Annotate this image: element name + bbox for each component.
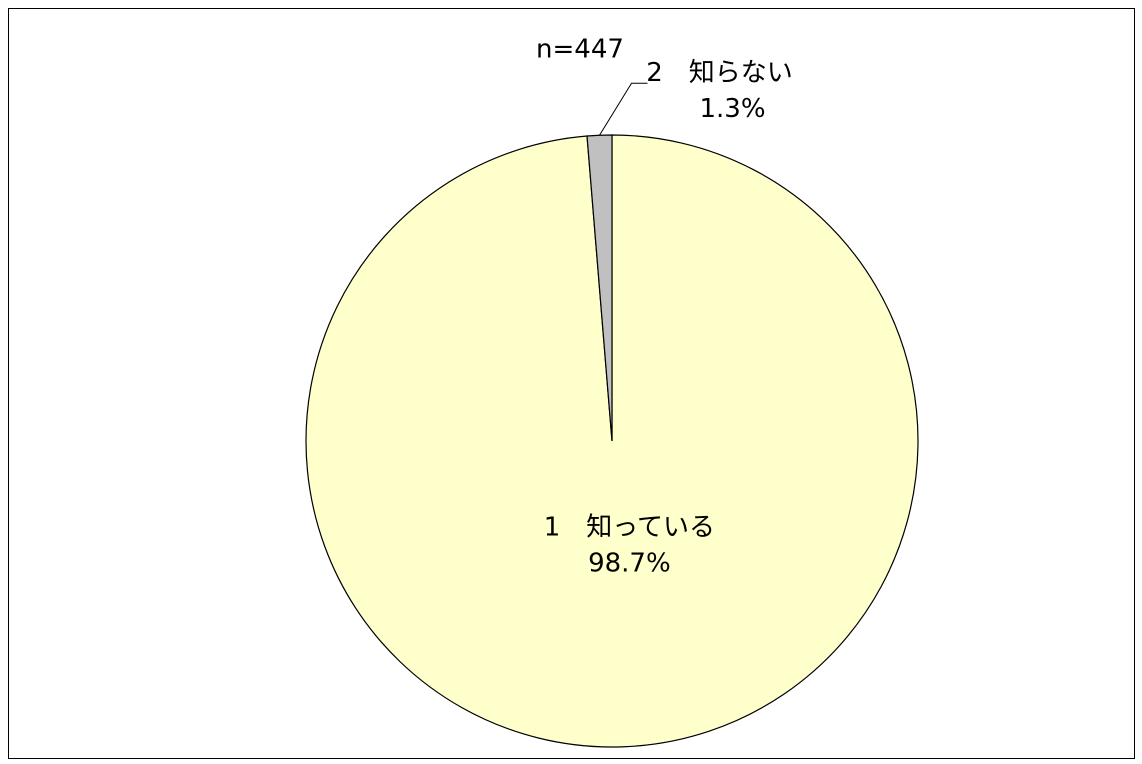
leader-line: [599, 82, 648, 136]
sample-size: n=447: [536, 35, 624, 65]
slice-value-label: 98.7%: [588, 549, 671, 579]
slice-label: 2 知らない: [646, 58, 793, 88]
slice-label: 1 知っている: [544, 513, 715, 543]
slice-value-label: 1.3%: [699, 94, 765, 124]
